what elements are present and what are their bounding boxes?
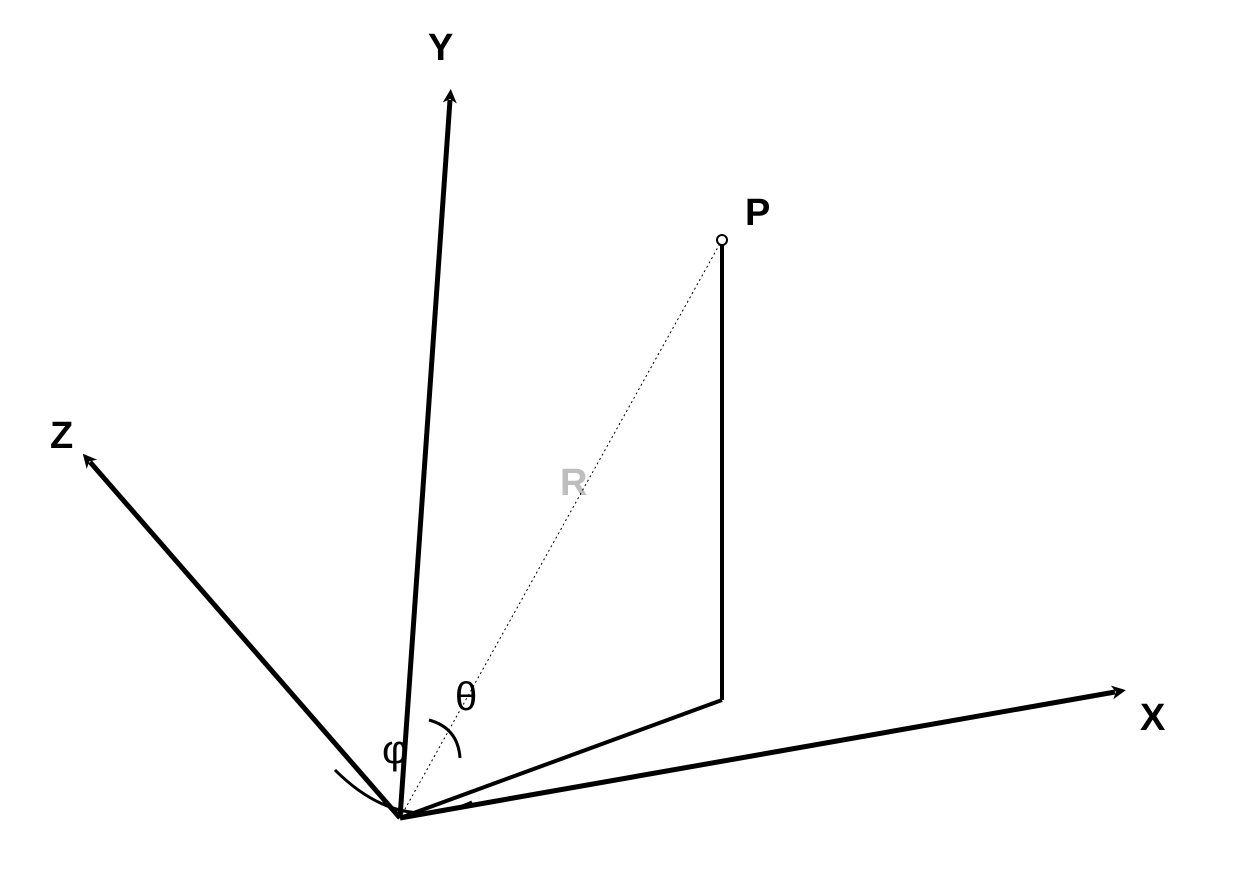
x-axis-label: X: [1140, 697, 1166, 739]
y-axis-label: Y: [428, 27, 453, 69]
x-axis: [400, 692, 1115, 818]
z-axis: [90, 462, 400, 818]
coordinate-diagram: Y X Z P θ φ R: [0, 0, 1234, 878]
y-axis: [400, 100, 450, 818]
phi-label: φ: [382, 728, 408, 772]
theta-label: θ: [455, 675, 477, 719]
projection-radial: [400, 700, 722, 818]
r-label: R: [560, 462, 587, 504]
point-p-label: P: [745, 192, 770, 234]
z-axis-label: Z: [50, 415, 73, 457]
point-p: [717, 235, 727, 245]
